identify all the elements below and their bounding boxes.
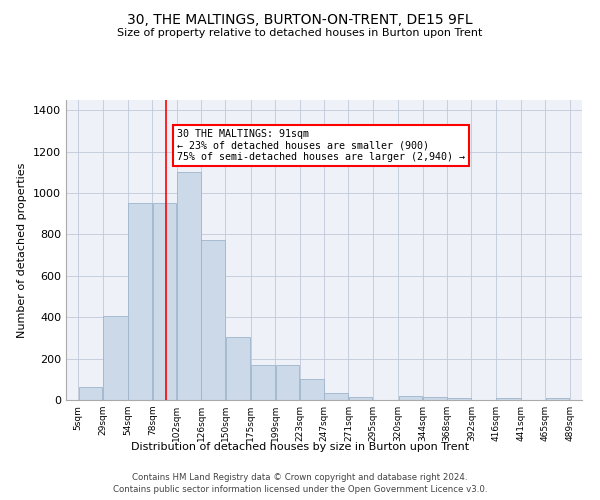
Bar bbox=[398, 396, 422, 400]
Bar bbox=[300, 380, 323, 400]
Bar bbox=[202, 240, 225, 400]
Y-axis label: Number of detached properties: Number of detached properties bbox=[17, 162, 28, 338]
Text: Contains HM Land Registry data © Crown copyright and database right 2024.: Contains HM Land Registry data © Crown c… bbox=[132, 472, 468, 482]
Bar bbox=[153, 204, 176, 400]
Bar bbox=[325, 393, 348, 400]
Bar bbox=[103, 316, 128, 400]
Bar bbox=[546, 398, 569, 400]
Bar bbox=[423, 397, 446, 400]
Bar bbox=[177, 172, 201, 400]
Bar bbox=[447, 398, 471, 400]
Bar bbox=[79, 386, 102, 400]
Bar bbox=[251, 365, 275, 400]
Text: Size of property relative to detached houses in Burton upon Trent: Size of property relative to detached ho… bbox=[118, 28, 482, 38]
Bar bbox=[496, 398, 521, 400]
Bar bbox=[275, 365, 299, 400]
Text: 30, THE MALTINGS, BURTON-ON-TRENT, DE15 9FL: 30, THE MALTINGS, BURTON-ON-TRENT, DE15 … bbox=[127, 12, 473, 26]
Bar bbox=[226, 337, 250, 400]
Text: Contains public sector information licensed under the Open Government Licence v3: Contains public sector information licen… bbox=[113, 485, 487, 494]
Text: 30 THE MALTINGS: 91sqm
← 23% of detached houses are smaller (900)
75% of semi-de: 30 THE MALTINGS: 91sqm ← 23% of detached… bbox=[177, 129, 465, 162]
Text: Distribution of detached houses by size in Burton upon Trent: Distribution of detached houses by size … bbox=[131, 442, 469, 452]
Bar bbox=[128, 204, 152, 400]
Bar bbox=[349, 397, 373, 400]
